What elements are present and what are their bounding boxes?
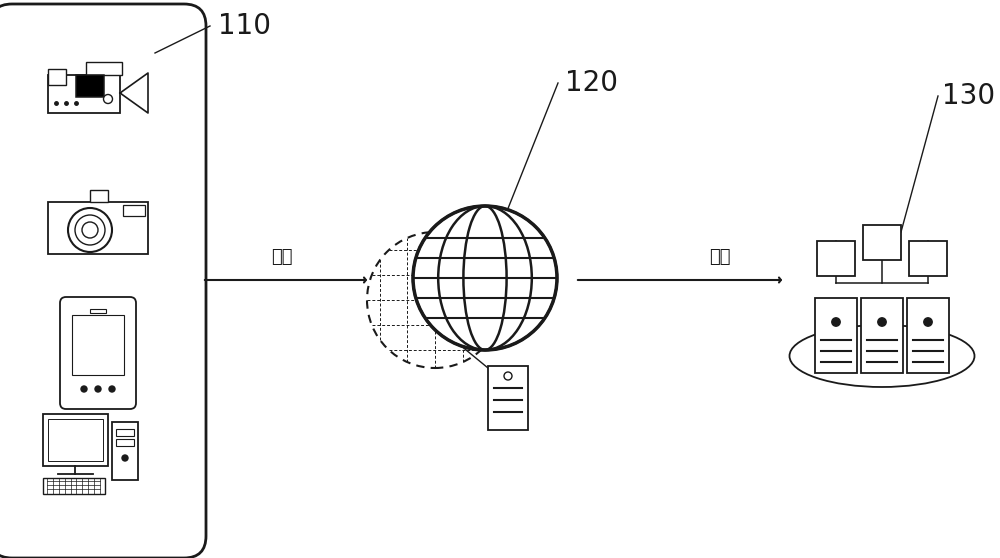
Bar	[48, 75, 120, 113]
Bar	[112, 422, 138, 480]
Bar	[72, 315, 124, 375]
Bar	[43, 478, 105, 494]
Bar	[48, 419, 103, 461]
Text: 请求: 请求	[271, 248, 293, 266]
Ellipse shape	[790, 325, 974, 387]
Text: 110: 110	[218, 12, 271, 40]
Bar	[861, 298, 903, 373]
Bar	[123, 205, 145, 216]
Circle shape	[81, 386, 87, 392]
Circle shape	[104, 94, 112, 103]
Polygon shape	[120, 73, 148, 113]
FancyBboxPatch shape	[60, 297, 136, 409]
Text: 130: 130	[942, 82, 995, 110]
Circle shape	[924, 318, 932, 326]
Bar	[815, 298, 857, 373]
Circle shape	[504, 372, 512, 380]
Circle shape	[878, 318, 886, 326]
Circle shape	[367, 232, 503, 368]
Bar	[863, 225, 901, 260]
Bar	[909, 241, 947, 276]
Circle shape	[95, 386, 101, 392]
Text: 响应: 响应	[709, 248, 731, 266]
Bar	[817, 241, 855, 276]
Bar	[907, 298, 949, 373]
Text: 120: 120	[565, 69, 618, 97]
Circle shape	[109, 386, 115, 392]
Circle shape	[413, 206, 557, 350]
Bar	[48, 202, 148, 254]
FancyBboxPatch shape	[0, 4, 206, 558]
Bar	[116, 439, 134, 446]
Bar	[43, 414, 108, 466]
Bar	[86, 62, 122, 75]
Circle shape	[82, 222, 98, 238]
Circle shape	[122, 455, 128, 461]
Bar	[48, 69, 66, 85]
Bar	[116, 429, 134, 436]
Bar	[76, 75, 104, 97]
Circle shape	[68, 208, 112, 252]
Bar	[90, 309, 106, 313]
Circle shape	[75, 215, 105, 245]
Bar	[90, 190, 108, 202]
Circle shape	[832, 318, 840, 326]
Bar	[488, 366, 528, 430]
